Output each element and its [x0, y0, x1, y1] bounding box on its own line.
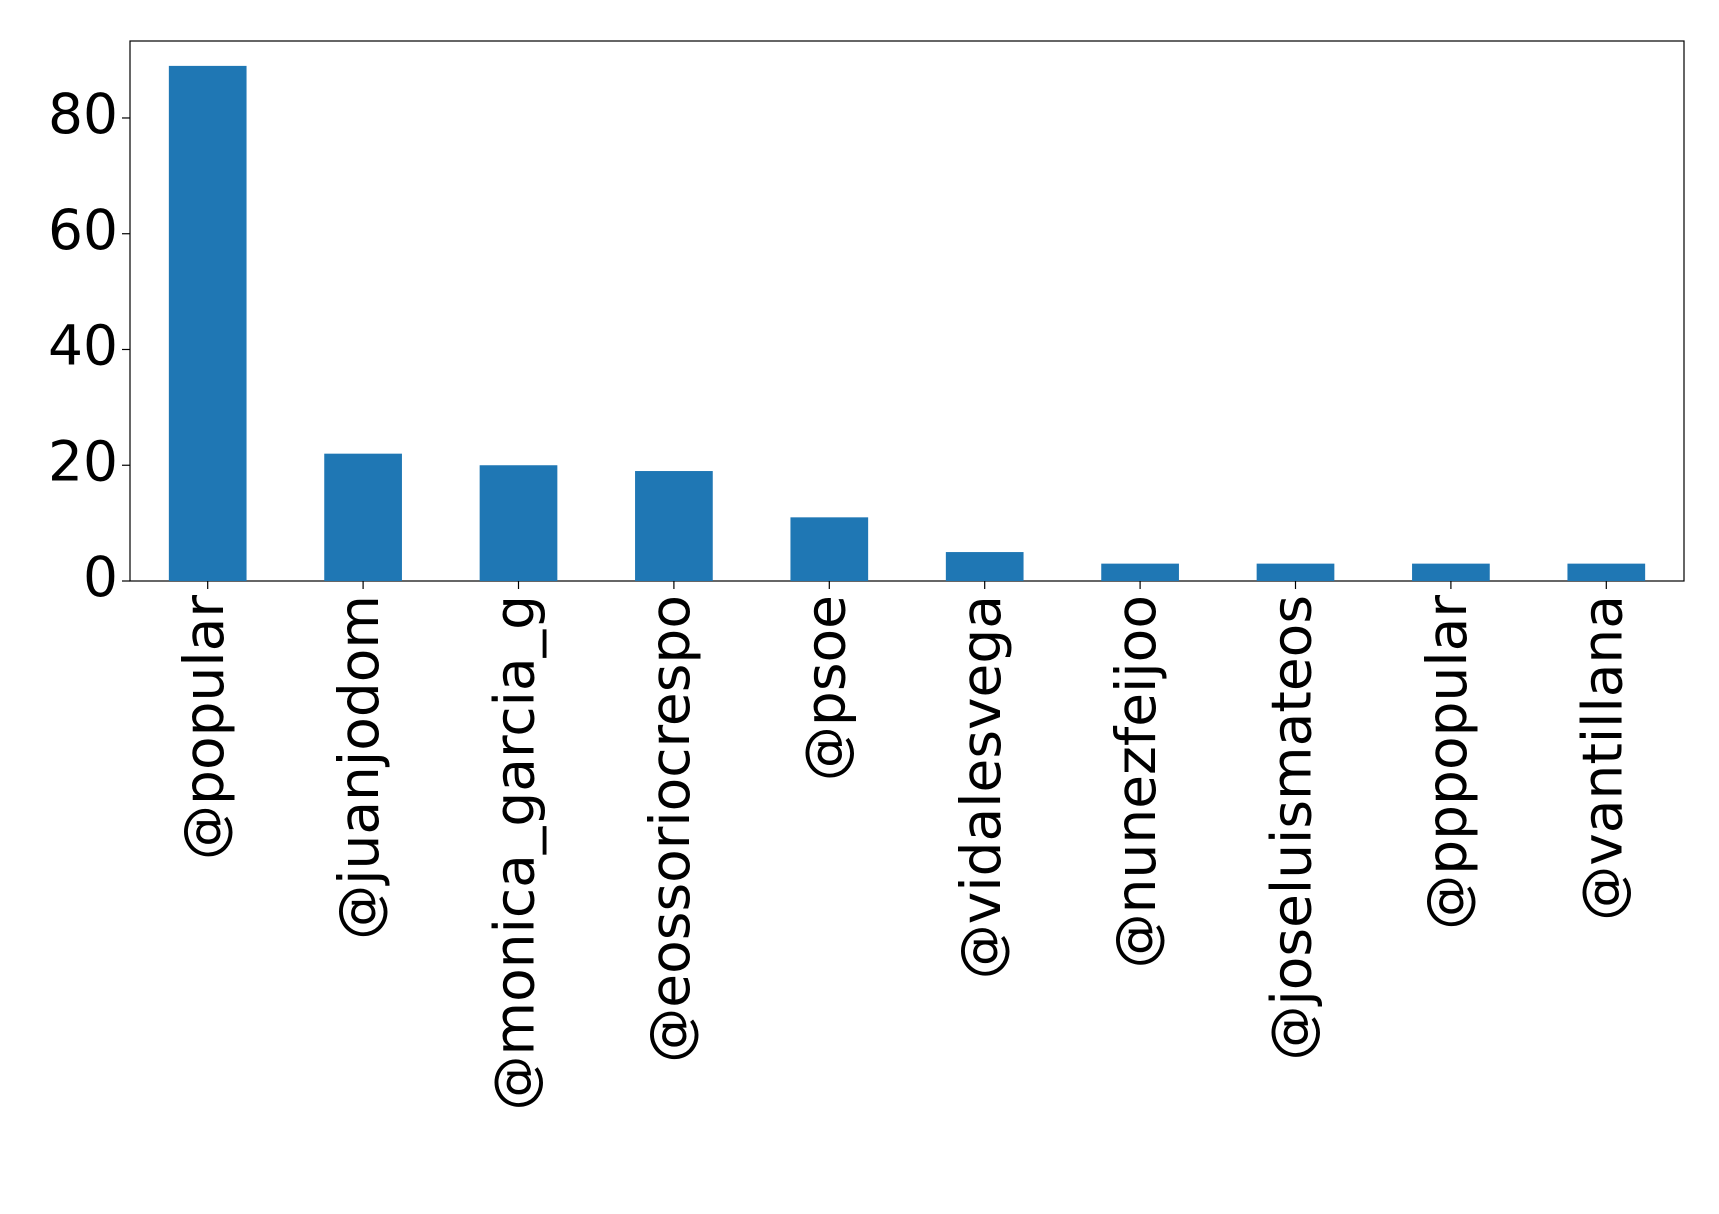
bar [479, 465, 558, 581]
x-tick-label: @popular [172, 595, 236, 860]
x-tick-label: @vantillana [1570, 595, 1634, 921]
y-tick-label: 60 [48, 198, 118, 262]
x-tick-label: @joseluismateos [1260, 595, 1324, 1061]
y-tick-label: 0 [83, 545, 118, 609]
x-tick-label: @vidalesvega [949, 595, 1013, 979]
y-tick-label: 20 [48, 429, 118, 493]
x-tick-label: @monica_garcia_g [483, 595, 547, 1110]
y-tick-label: 40 [48, 314, 118, 378]
x-tick-label: @pppopular [1415, 595, 1479, 930]
x-tick-label: @psoe [793, 595, 857, 781]
bar [1567, 563, 1646, 581]
x-tick-label: @juanjodom [327, 595, 391, 940]
bar [168, 65, 247, 582]
bar [790, 517, 869, 581]
x-tick-label: @nunezfeijoo [1104, 595, 1168, 968]
bar [1412, 563, 1490, 581]
plot-frame [129, 40, 1685, 582]
bar [1256, 563, 1335, 581]
y-tick-label: 80 [48, 82, 118, 146]
bar [945, 552, 1024, 581]
bar [324, 453, 402, 581]
bar [635, 471, 713, 581]
x-tick-label: @eossoriocrespo [638, 595, 702, 1063]
bar [1101, 563, 1179, 581]
